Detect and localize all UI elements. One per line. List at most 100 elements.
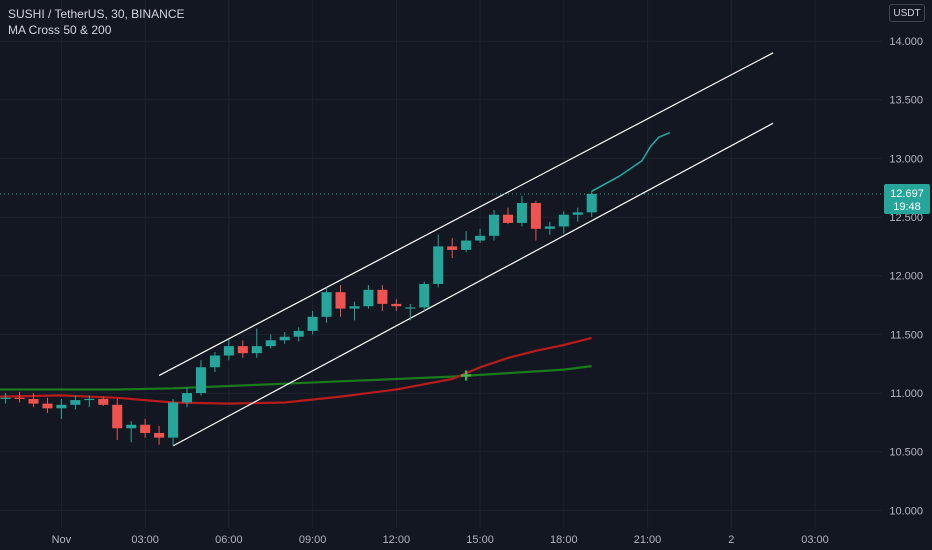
x-tick-label: 21:00 <box>634 534 662 546</box>
candle[interactable] <box>98 396 109 406</box>
y-tick-label: 13.000 <box>889 153 923 165</box>
candle-body <box>307 316 318 331</box>
projection-path[interactable] <box>591 131 671 192</box>
candle-body <box>154 432 165 438</box>
candle[interactable] <box>70 395 81 410</box>
candle-body <box>377 289 388 304</box>
last-price-value: 12.697 <box>890 188 924 200</box>
candle[interactable] <box>586 191 597 218</box>
candle[interactable] <box>335 285 346 317</box>
x-tick-label: 03:00 <box>801 534 829 546</box>
last-price-badge: 12.697 19:48 <box>884 183 930 214</box>
candle[interactable] <box>349 301 360 321</box>
y-tick-label: 11.000 <box>890 388 923 400</box>
candle[interactable] <box>391 299 402 311</box>
candle[interactable] <box>14 391 25 403</box>
candle[interactable] <box>112 398 123 440</box>
candle-body <box>140 424 151 433</box>
ma-50-line <box>0 336 592 405</box>
candle[interactable] <box>461 231 472 253</box>
candle[interactable] <box>447 238 458 259</box>
candle-body <box>335 292 346 309</box>
candle-body <box>489 214 500 236</box>
candle-body <box>405 307 416 309</box>
candle-countdown: 19:48 <box>893 201 921 213</box>
candle[interactable] <box>209 352 220 372</box>
y-tick-label: 10.000 <box>889 505 923 517</box>
candle-body <box>572 212 583 215</box>
candle[interactable] <box>154 425 165 445</box>
candle-body <box>112 404 123 429</box>
candle[interactable] <box>489 210 500 241</box>
indicator-title[interactable]: MA Cross 50 & 200 <box>8 23 112 37</box>
candle[interactable] <box>544 221 555 235</box>
x-tick-label: 12:00 <box>383 534 411 546</box>
candle-body <box>447 246 458 250</box>
x-tick-label: 18:00 <box>550 534 578 546</box>
x-axis-ticks: Nov 03:00 06:00 09:00 12:00 15:00 18:00 21:00 2 0… <box>52 534 829 546</box>
candle[interactable] <box>530 200 541 241</box>
candle[interactable] <box>475 228 486 243</box>
candle[interactable] <box>223 339 234 361</box>
candle[interactable] <box>56 398 67 419</box>
candle[interactable] <box>405 303 416 321</box>
x-tick-label: 15:00 <box>466 534 494 546</box>
candle[interactable] <box>516 195 527 227</box>
candle-body <box>237 346 248 354</box>
candle-body <box>461 240 472 250</box>
candle[interactable] <box>307 310 318 335</box>
candle-body <box>293 330 304 337</box>
currency-button[interactable]: USDT <box>889 4 925 22</box>
candle[interactable] <box>293 327 304 342</box>
x-tick-label: 09:00 <box>299 534 327 546</box>
candle[interactable] <box>28 393 39 408</box>
candlestick-series[interactable] <box>0 191 597 446</box>
candle[interactable] <box>0 393 11 404</box>
candle-body <box>14 397 25 399</box>
candle[interactable] <box>572 207 583 222</box>
candle[interactable] <box>237 340 248 358</box>
candle[interactable] <box>433 234 444 288</box>
candle[interactable] <box>84 395 95 408</box>
candle-body <box>433 246 444 284</box>
candle[interactable] <box>502 207 514 225</box>
candle[interactable] <box>279 332 290 344</box>
candle-body <box>586 193 597 213</box>
moving-average-lines <box>0 336 592 405</box>
ma-cross-marker <box>461 370 472 381</box>
candle[interactable] <box>195 360 206 396</box>
y-tick-label: 12.500 <box>889 212 923 224</box>
candle[interactable] <box>168 398 179 446</box>
channel-drawing[interactable] <box>158 52 774 447</box>
chart-overlay <box>0 131 882 381</box>
candle-body <box>223 346 234 356</box>
candle[interactable] <box>419 281 430 311</box>
channel-lower-line[interactable] <box>172 122 774 447</box>
candle-body <box>98 398 109 405</box>
candle-body <box>84 398 95 401</box>
candle-body <box>279 336 290 341</box>
candle-body <box>28 398 39 404</box>
y-tick-label: 11.500 <box>890 329 923 341</box>
candle[interactable] <box>363 285 374 309</box>
candle[interactable] <box>321 287 332 323</box>
candle-body <box>168 402 179 438</box>
candle[interactable] <box>181 387 193 408</box>
candle-body <box>475 235 486 241</box>
ma-200-line <box>0 365 592 391</box>
candle-body <box>419 283 430 308</box>
symbol-title[interactable]: SUSHI / TetherUS, 30, BINANCE <box>8 7 185 21</box>
y-tick-label: 13.500 <box>889 95 923 107</box>
chart-legend: SUSHI / TetherUS, 30, BINANCE MA Cross 5… <box>8 6 185 38</box>
candle[interactable] <box>42 397 53 414</box>
candle[interactable] <box>126 421 137 443</box>
candle[interactable] <box>377 285 388 311</box>
candle[interactable] <box>265 334 276 349</box>
x-tick-label: 06:00 <box>215 534 243 546</box>
candle[interactable] <box>251 328 262 358</box>
channel-upper-line[interactable] <box>158 52 774 376</box>
candle[interactable] <box>558 211 569 234</box>
candle[interactable] <box>140 418 151 438</box>
